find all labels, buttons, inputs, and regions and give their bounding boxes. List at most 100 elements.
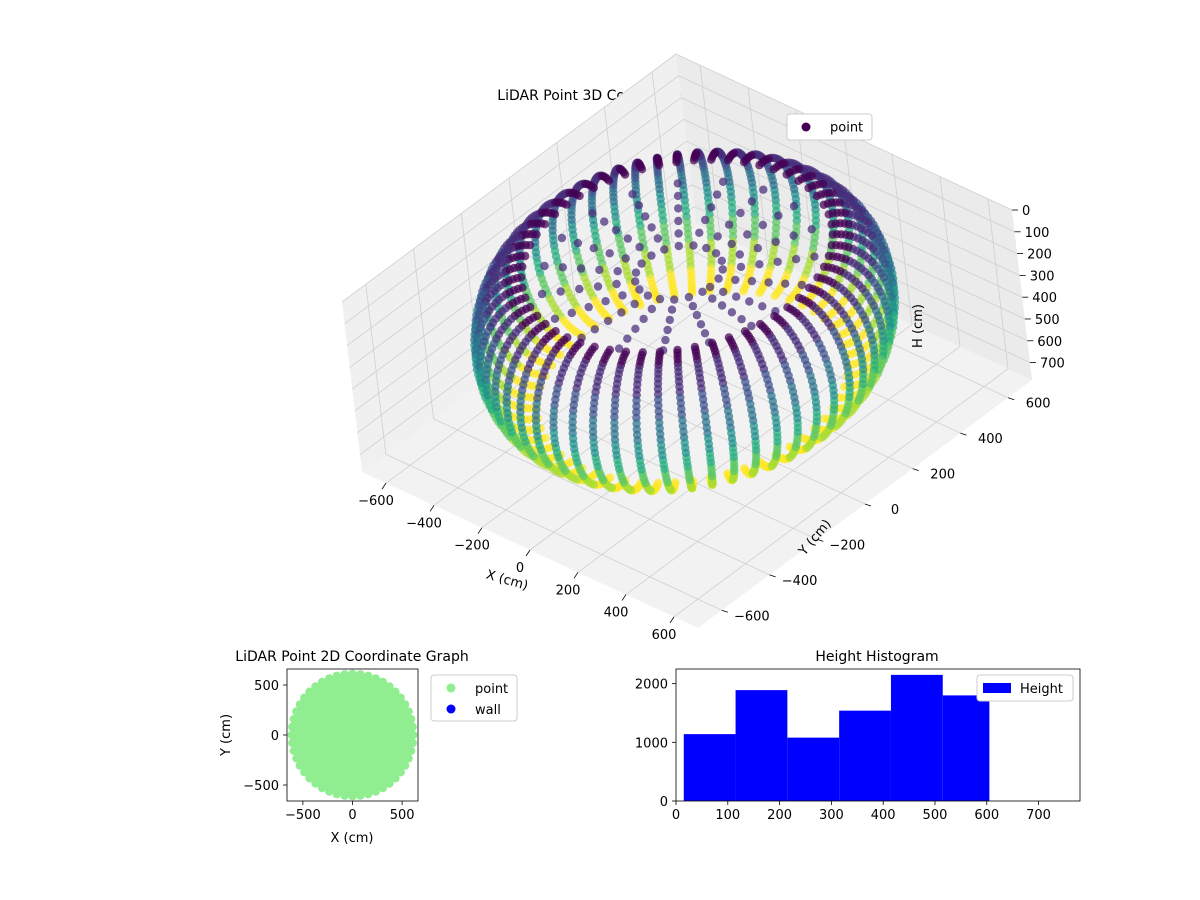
data-point xyxy=(311,779,320,788)
chart-2d-plot xyxy=(287,669,418,801)
data-point xyxy=(595,265,604,275)
data-point xyxy=(747,276,757,286)
data-point xyxy=(747,197,757,206)
z-tick-label: 200 xyxy=(1027,248,1052,263)
data-point xyxy=(791,255,801,264)
data-point xyxy=(684,292,694,302)
grid-line xyxy=(556,142,578,313)
histogram-bar xyxy=(787,737,840,801)
z-tick-label: 600 xyxy=(1037,335,1062,350)
chart-3d-points xyxy=(470,147,900,496)
data-point xyxy=(631,324,640,333)
data-point xyxy=(611,446,621,455)
data-point xyxy=(739,286,748,296)
histogram-chart: Height Histogram 0 100 200 300 400 500 600 7000… xyxy=(635,649,1081,823)
z-tick-label: 400 xyxy=(1032,291,1057,306)
data-point xyxy=(503,408,512,418)
data-point xyxy=(400,700,410,709)
data-point xyxy=(537,289,547,299)
chart-2d-legend: point wall xyxy=(430,674,518,722)
grid-line xyxy=(747,87,769,258)
chart-2d-legend-marker-point xyxy=(446,683,456,693)
y-tick-label: −600 xyxy=(734,609,770,624)
x-tick xyxy=(573,572,579,579)
data-point xyxy=(844,373,854,382)
data-point xyxy=(356,670,365,679)
data-point xyxy=(653,234,663,243)
histogram-bar xyxy=(839,710,891,801)
z-tick-label: 100 xyxy=(1025,226,1050,241)
grid-line xyxy=(341,53,677,303)
grid-line xyxy=(686,140,1023,298)
data-point xyxy=(758,302,767,311)
x-tick-label: 700 xyxy=(1026,808,1051,823)
data-point xyxy=(605,249,614,258)
chart-2d-legend-marker-wall xyxy=(446,704,456,714)
data-point xyxy=(755,161,764,170)
x-tick xyxy=(621,594,627,601)
data-point xyxy=(828,230,837,239)
data-point xyxy=(673,191,683,201)
data-point xyxy=(623,334,632,343)
histogram-title: Height Histogram xyxy=(815,649,938,665)
grid-line xyxy=(678,75,1015,233)
data-point xyxy=(713,232,722,241)
x-tick xyxy=(381,482,387,490)
data-point xyxy=(378,783,388,793)
y-tick xyxy=(912,468,919,471)
data-point xyxy=(824,251,834,261)
chart-2d-ylabel: Y (cm) xyxy=(219,714,234,757)
data-point xyxy=(406,746,416,756)
data-point xyxy=(759,185,768,194)
data-point xyxy=(614,344,624,353)
data-point xyxy=(631,277,640,286)
data-point xyxy=(550,210,560,219)
data-point xyxy=(819,262,829,271)
data-point xyxy=(736,262,746,272)
data-point xyxy=(819,200,828,209)
data-point xyxy=(758,220,768,230)
data-point xyxy=(689,156,699,165)
data-point xyxy=(404,754,413,763)
data-point xyxy=(829,386,838,395)
data-point xyxy=(789,201,799,211)
grid-line xyxy=(528,347,866,505)
x-tick-label: 400 xyxy=(604,606,629,621)
data-point xyxy=(400,761,410,770)
y-tick-label: 0 xyxy=(891,503,899,518)
data-point xyxy=(325,674,334,683)
histogram-legend: Height xyxy=(976,674,1074,702)
data-point xyxy=(623,234,632,243)
data-point xyxy=(635,285,644,294)
data-point xyxy=(288,722,297,732)
data-point xyxy=(647,223,656,232)
data-point xyxy=(665,315,674,325)
data-point xyxy=(663,325,672,335)
data-point xyxy=(696,320,706,329)
data-point xyxy=(747,321,756,331)
y-tick-label: −400 xyxy=(782,574,818,589)
histogram-bar xyxy=(942,695,990,801)
chart-3d-panes xyxy=(342,54,1032,628)
data-point xyxy=(491,398,501,407)
x-tick-label: 600 xyxy=(974,808,999,823)
data-point xyxy=(289,714,299,724)
chart-2d-xlabel: X (cm) xyxy=(331,831,374,846)
data-point xyxy=(674,241,683,251)
data-point xyxy=(750,215,760,225)
data-point xyxy=(300,693,309,702)
data-point xyxy=(406,714,416,724)
histogram-legend-swatch xyxy=(983,683,1011,693)
data-point xyxy=(482,386,492,395)
data-point xyxy=(540,220,550,229)
data-point xyxy=(620,170,630,179)
data-point xyxy=(340,791,349,800)
histogram-legend-box xyxy=(976,674,1074,702)
data-point xyxy=(731,275,740,285)
histogram-legend-label: Height xyxy=(1020,682,1063,697)
x-tick-label: 100 xyxy=(715,808,740,823)
data-point xyxy=(317,783,327,793)
x-tick xyxy=(477,527,483,534)
data-point xyxy=(673,179,682,188)
